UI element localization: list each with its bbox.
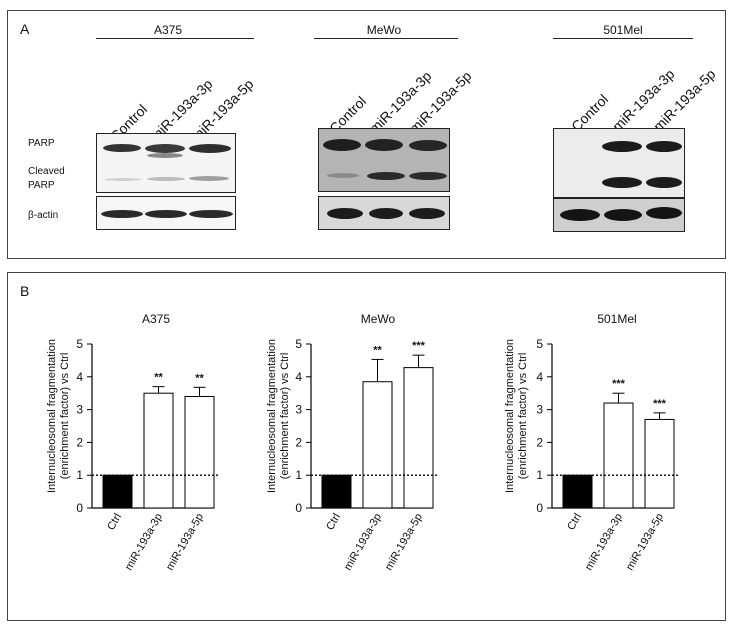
x-tick-label-501mel-2: miR-193a-5p [624, 512, 666, 573]
bar-mewo-1 [362, 381, 393, 509]
x-tick-label-501mel-0: Ctrl [565, 512, 584, 533]
y-axis-label-mewo: Internucleosomal fragmentation(enrichmen… [266, 339, 291, 493]
blot-a375-parp [96, 133, 236, 193]
bar-mewo-2 [403, 367, 434, 509]
significance-mewo-2: *** [412, 340, 426, 352]
bar-501mel-0 [562, 474, 593, 509]
blot-title-501mel: 501Mel [603, 23, 643, 37]
chart-title-a375: A375 [142, 312, 170, 326]
panel-b-letter: B [20, 283, 30, 299]
chart-title-mewo: MeWo [361, 312, 396, 326]
significance-501mel-1: *** [612, 378, 626, 390]
bar-501mel-2 [644, 418, 675, 509]
y-tick-label-mewo: 2 [295, 435, 302, 449]
y-tick-label-mewo: 5 [295, 337, 302, 351]
y-tick-label-mewo: 0 [295, 501, 302, 515]
blot-title-mewo: MeWo [366, 23, 402, 37]
y-axis-label-line: (enrichment factor) vs Ctrl [59, 353, 71, 480]
significance-a375-1: ** [154, 372, 163, 384]
blot-underline-a375 [96, 38, 254, 39]
blot-501mel-parp [553, 128, 685, 198]
y-tick-label-a375: 3 [76, 403, 83, 417]
blot-underline-mewo [314, 38, 458, 39]
bar-501mel-1 [603, 402, 634, 509]
y-tick-label-501mel: 1 [536, 468, 543, 482]
blot-mewo-parp [318, 128, 450, 192]
row-label-cleaved: Cleaved [28, 166, 65, 177]
y-tick-label-501mel: 0 [536, 501, 543, 515]
bar-a375-1 [143, 392, 174, 509]
y-tick-label-501mel: 3 [536, 403, 543, 417]
y-tick-label-a375: 2 [76, 435, 83, 449]
y-axis-label-line: Internucleosomal fragmentation [504, 339, 516, 493]
blot-501mel-actin [553, 198, 685, 232]
significance-a375-2: ** [195, 372, 204, 384]
y-axis-label-line: (enrichment factor) vs Ctrl [279, 353, 291, 480]
y-tick-label-a375: 4 [76, 370, 83, 384]
row-label-cleaved-parp: PARP [28, 180, 55, 191]
x-tick-label-501mel-1: miR-193a-3p [583, 512, 625, 573]
panel-a: A PARP Cleaved PARP β-actin A375 Control… [7, 10, 726, 259]
blot-underline-501mel [553, 38, 693, 39]
y-tick-label-mewo: 4 [295, 370, 302, 384]
y-tick-label-501mel: 5 [536, 337, 543, 351]
blot-a375-actin [96, 196, 236, 230]
y-tick-label-a375: 5 [76, 337, 83, 351]
significance-501mel-2: *** [653, 398, 667, 410]
significance-mewo-1: ** [373, 344, 382, 356]
y-axis-label-501mel: Internucleosomal fragmentation(enrichmen… [504, 339, 529, 493]
y-axis-label-a375: Internucleosomal fragmentation(enrichmen… [46, 339, 71, 493]
row-label-parp: PARP [28, 138, 55, 149]
y-axis-label-line: Internucleosomal fragmentation [46, 339, 58, 493]
row-label-beta-actin: β-actin [28, 210, 59, 221]
chart-title-501mel: 501Mel [597, 312, 636, 326]
y-tick-label-a375: 0 [76, 501, 83, 515]
bar-a375-2 [184, 395, 215, 509]
y-tick-label-501mel: 2 [536, 435, 543, 449]
y-tick-label-mewo: 3 [295, 403, 302, 417]
y-axis-label-line: (enrichment factor) vs Ctrl [517, 353, 529, 480]
y-tick-label-mewo: 1 [295, 468, 302, 482]
panel-a-letter: A [20, 21, 30, 37]
y-tick-label-501mel: 4 [536, 370, 543, 384]
blot-title-a375: A375 [153, 23, 183, 37]
blot-mewo-actin [318, 196, 450, 230]
y-axis-label-line: Internucleosomal fragmentation [266, 339, 278, 493]
y-tick-label-a375: 1 [76, 468, 83, 482]
bar-mewo-0 [321, 474, 352, 509]
